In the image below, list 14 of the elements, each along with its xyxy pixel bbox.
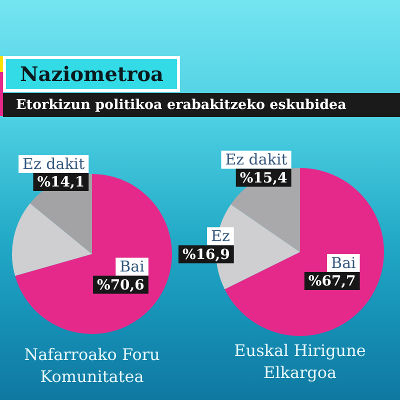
data-label: %67,7 [308, 274, 356, 290]
slice-label: Bai [120, 258, 145, 276]
slice-label: Ez [211, 227, 230, 246]
data-label: %16,9 [182, 246, 230, 263]
slice-label: Bai [331, 254, 356, 272]
slice-label: Ez dakit [22, 154, 85, 173]
text: Etorkizun politikoa erabakitzeko eskubidea [16, 97, 346, 113]
text: Naziometroa [20, 62, 164, 86]
data-label: %15,4 [240, 170, 288, 186]
data-label: %14,1 [37, 174, 85, 191]
slice-label: Ez dakit [225, 150, 288, 169]
text: Nafarroako Foru Komunitatea [23, 344, 161, 388]
data-label: %70,6 [97, 277, 144, 294]
text: Euskal Hirigune Elkargoa [233, 340, 367, 384]
